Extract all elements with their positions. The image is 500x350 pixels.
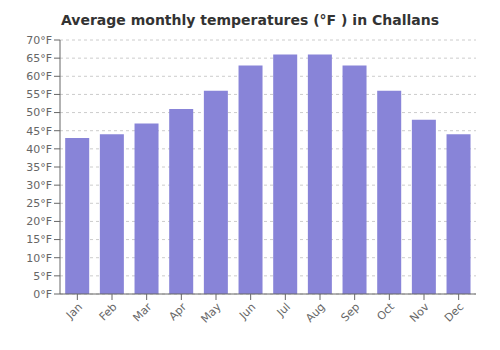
- svg-text:Nov: Nov: [407, 300, 432, 325]
- svg-text:10°F: 10°F: [26, 252, 52, 265]
- svg-text:Aug: Aug: [303, 300, 327, 324]
- svg-text:55°F: 55°F: [26, 88, 52, 101]
- svg-text:May: May: [198, 300, 224, 326]
- svg-text:Oct: Oct: [374, 300, 397, 323]
- svg-text:35°F: 35°F: [26, 161, 52, 174]
- svg-text:Dec: Dec: [442, 300, 466, 324]
- svg-text:15°F: 15°F: [26, 233, 52, 246]
- svg-text:Sep: Sep: [338, 300, 362, 324]
- svg-text:65°F: 65°F: [26, 52, 52, 65]
- svg-text:60°F: 60°F: [26, 70, 52, 83]
- svg-text:25°F: 25°F: [26, 197, 52, 210]
- svg-text:20°F: 20°F: [26, 215, 52, 228]
- svg-text:Mar: Mar: [130, 300, 154, 324]
- svg-text:5°F: 5°F: [33, 270, 52, 283]
- svg-text:30°F: 30°F: [26, 179, 52, 192]
- svg-text:Feb: Feb: [97, 300, 120, 323]
- svg-text:40°F: 40°F: [26, 143, 52, 156]
- svg-text:Jan: Jan: [63, 300, 85, 322]
- svg-text:0°F: 0°F: [33, 288, 52, 301]
- html-text:Average monthly temperatures (: Average monthly temperatures (°F ) in Ch…: [61, 12, 439, 28]
- svg-text:Jul: Jul: [274, 300, 293, 319]
- svg-text:Apr: Apr: [166, 300, 189, 323]
- svg-text:45°F: 45°F: [26, 125, 52, 138]
- svg-text:Jun: Jun: [236, 300, 258, 322]
- svg-text:70°F: 70°F: [26, 34, 52, 47]
- svg-text:50°F: 50°F: [26, 106, 52, 119]
